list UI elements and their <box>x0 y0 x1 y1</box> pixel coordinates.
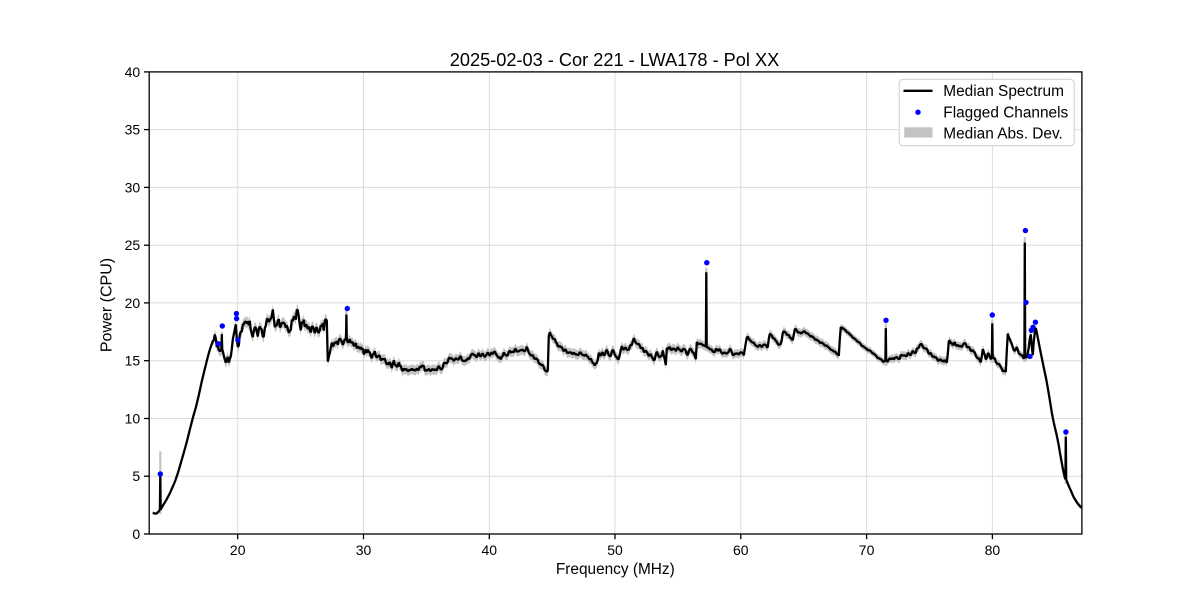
svg-text:Median Abs. Dev.: Median Abs. Dev. <box>943 126 1062 143</box>
svg-text:15: 15 <box>125 353 141 369</box>
svg-text:80: 80 <box>985 542 1001 558</box>
svg-text:30: 30 <box>356 542 372 558</box>
svg-text:Median Spectrum: Median Spectrum <box>943 83 1064 100</box>
svg-text:30: 30 <box>125 179 141 195</box>
svg-text:25: 25 <box>125 237 141 253</box>
svg-text:50: 50 <box>607 542 623 558</box>
svg-text:40: 40 <box>482 542 498 558</box>
svg-text:35: 35 <box>125 122 141 138</box>
svg-text:2025-02-03 - Cor 221 - LWA178: 2025-02-03 - Cor 221 - LWA178 - Pol XX <box>450 50 780 70</box>
svg-text:40: 40 <box>125 64 141 80</box>
svg-text:10: 10 <box>125 411 141 427</box>
svg-text:20: 20 <box>230 542 246 558</box>
svg-text:60: 60 <box>733 542 749 558</box>
svg-text:70: 70 <box>859 542 875 558</box>
svg-text:20: 20 <box>125 295 141 311</box>
svg-text:Frequency (MHz): Frequency (MHz) <box>556 561 675 578</box>
svg-text:0: 0 <box>132 526 140 542</box>
svg-text:Flagged Channels: Flagged Channels <box>943 104 1068 121</box>
svg-text:Power (CPU): Power (CPU) <box>99 258 116 352</box>
svg-text:5: 5 <box>132 468 140 484</box>
